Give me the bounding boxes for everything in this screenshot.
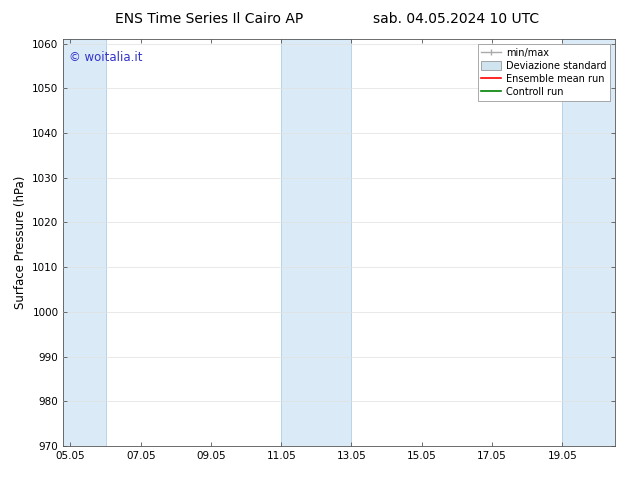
Bar	[281, 39, 351, 446]
Y-axis label: Surface Pressure (hPa): Surface Pressure (hPa)	[14, 176, 27, 309]
Bar	[562, 39, 615, 446]
Text: ENS Time Series Il Cairo AP: ENS Time Series Il Cairo AP	[115, 12, 303, 26]
Legend: min/max, Deviazione standard, Ensemble mean run, Controll run: min/max, Deviazione standard, Ensemble m…	[477, 44, 610, 100]
Bar	[63, 39, 105, 446]
Text: sab. 04.05.2024 10 UTC: sab. 04.05.2024 10 UTC	[373, 12, 540, 26]
Text: © woitalia.it: © woitalia.it	[69, 51, 143, 64]
